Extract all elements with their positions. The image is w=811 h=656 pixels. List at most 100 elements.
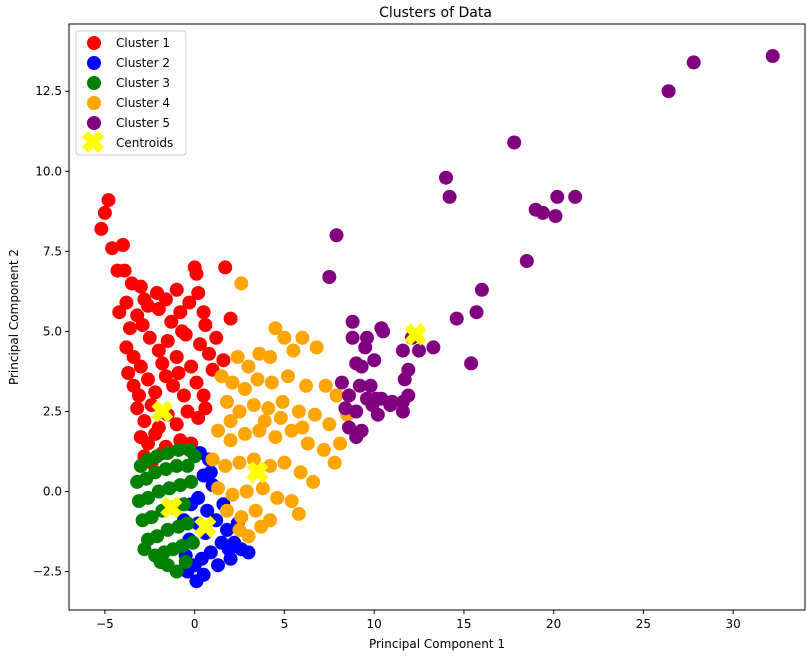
cluster-4-point-62 xyxy=(273,410,288,425)
cluster-3-point-32 xyxy=(175,539,190,553)
legend-frame xyxy=(75,30,187,156)
cluster-4-point-52 xyxy=(291,506,306,521)
cluster-1-point-33 xyxy=(142,330,157,345)
cluster-5-point-13 xyxy=(322,270,337,284)
cluster-4-point-46 xyxy=(211,481,225,496)
y-tick-label: 0.0 xyxy=(43,485,62,499)
cluster-1-point-22 xyxy=(196,305,211,320)
centroid-marker-2 xyxy=(194,515,217,538)
x-tick-label: 25 xyxy=(636,617,651,631)
cluster-1-point-13 xyxy=(141,298,155,313)
cluster-1-point-38 xyxy=(184,359,199,374)
y-axis-label: Principal Component 2 xyxy=(7,249,21,385)
cluster-4-point-24 xyxy=(275,394,290,409)
cluster-1-point-24 xyxy=(218,260,233,275)
cluster-2-point-5 xyxy=(200,503,215,518)
cluster-4-point-37 xyxy=(327,455,342,470)
legend-label-cluster-5: Cluster 5 xyxy=(116,116,170,130)
y-tick-label: 5.0 xyxy=(43,324,62,338)
cluster-1-point-31 xyxy=(126,350,141,364)
legend-marker-cluster-1 xyxy=(87,36,101,50)
cluster-5-point-22 xyxy=(395,343,410,358)
cluster-3-point-26 xyxy=(160,522,175,537)
cluster-4-point-38 xyxy=(205,452,220,467)
cluster-4-point-49 xyxy=(255,481,270,496)
cluster-4-point-7 xyxy=(252,346,267,361)
cluster-1-point-2 xyxy=(101,193,116,208)
cluster-4-point-63 xyxy=(295,420,310,435)
cluster-5-point-24 xyxy=(345,330,360,345)
cluster-4-point-36 xyxy=(316,442,331,457)
cluster-5-point-43 xyxy=(349,404,364,419)
cluster-4-point-27 xyxy=(322,417,337,432)
cluster-4-point-3 xyxy=(295,330,310,345)
cluster-4-point-26 xyxy=(307,407,322,422)
cluster-1-point-54 xyxy=(169,417,184,432)
cluster-3-point-11 xyxy=(169,458,184,473)
cluster-1-point-35 xyxy=(160,334,175,348)
cluster-1-point-59 xyxy=(141,436,155,451)
cluster-3-point-14 xyxy=(141,490,155,505)
cluster-5-point-19 xyxy=(376,324,391,339)
cluster-1-point-40 xyxy=(132,388,146,403)
cluster-1-point-0 xyxy=(94,221,109,236)
cluster-4-point-15 xyxy=(281,369,295,384)
cluster-5-point-10 xyxy=(548,209,563,224)
cluster-5-point-36 xyxy=(342,388,356,403)
cluster-4-point-0 xyxy=(234,276,249,291)
points-layer xyxy=(94,49,780,589)
cluster-5-point-45 xyxy=(370,407,385,422)
centroid-marker-4 xyxy=(404,323,427,346)
cluster-4-point-47 xyxy=(225,487,240,502)
cluster-3-point-38 xyxy=(153,555,168,569)
cluster-1-point-30 xyxy=(119,340,134,355)
legend-label-centroids: Centroids xyxy=(116,136,173,150)
cluster-4-point-13 xyxy=(250,372,265,387)
cluster-1-point-71 xyxy=(150,286,164,300)
cluster-1-point-67 xyxy=(123,321,137,336)
cluster-1-point-29 xyxy=(216,353,231,368)
cluster-4-point-60 xyxy=(223,414,238,429)
cluster-4-point-11 xyxy=(225,375,240,390)
legend-label-cluster-4: Cluster 4 xyxy=(116,96,170,110)
cluster-2-point-18 xyxy=(211,558,225,573)
x-tick-label: 15 xyxy=(456,617,471,631)
cluster-5-point-35 xyxy=(363,378,378,393)
cluster-4-point-28 xyxy=(333,436,348,451)
cluster-1-point-26 xyxy=(193,337,207,352)
cluster-3-point-28 xyxy=(180,516,195,531)
cluster-5-point-3 xyxy=(507,135,522,150)
cluster-4-point-53 xyxy=(220,503,234,518)
cluster-4-point-31 xyxy=(237,426,252,441)
cluster-5-point-9 xyxy=(535,205,550,220)
cluster-1-point-32 xyxy=(133,359,148,374)
cluster-3-point-10 xyxy=(158,462,173,477)
cluster-1-point-57 xyxy=(198,401,213,416)
cluster-4-point-4 xyxy=(309,340,324,355)
cluster-4-point-55 xyxy=(248,503,263,518)
x-tick-label: 30 xyxy=(726,617,741,631)
cluster-1-point-23 xyxy=(198,318,213,332)
legend-label-cluster-1: Cluster 1 xyxy=(116,36,170,50)
cluster-4-point-42 xyxy=(263,458,278,473)
cluster-1-point-34 xyxy=(151,343,166,358)
cluster-1-point-3 xyxy=(105,241,120,256)
legend-label-cluster-2: Cluster 2 xyxy=(116,56,170,70)
legend-marker-cluster-5 xyxy=(87,116,101,130)
cluster-4-point-6 xyxy=(263,350,278,364)
cluster-5-point-33 xyxy=(334,375,349,390)
cluster-4-point-12 xyxy=(237,382,252,396)
cluster-2-point-26 xyxy=(203,465,218,480)
cluster-1-point-1 xyxy=(97,205,112,220)
cluster-1-point-45 xyxy=(176,388,191,403)
centroid-marker-0 xyxy=(151,400,174,423)
cluster-4-point-18 xyxy=(329,388,344,403)
cluster-1-point-73 xyxy=(155,356,170,371)
cluster-1-point-68 xyxy=(135,318,150,332)
cluster-4-point-2 xyxy=(277,330,292,345)
x-tick-label: 20 xyxy=(546,617,561,631)
x-axis-ticks: −5 0 5 10 15 20 25 30 xyxy=(96,610,741,631)
cluster-5-point-6 xyxy=(550,189,565,204)
cluster-1-point-28 xyxy=(209,330,224,345)
